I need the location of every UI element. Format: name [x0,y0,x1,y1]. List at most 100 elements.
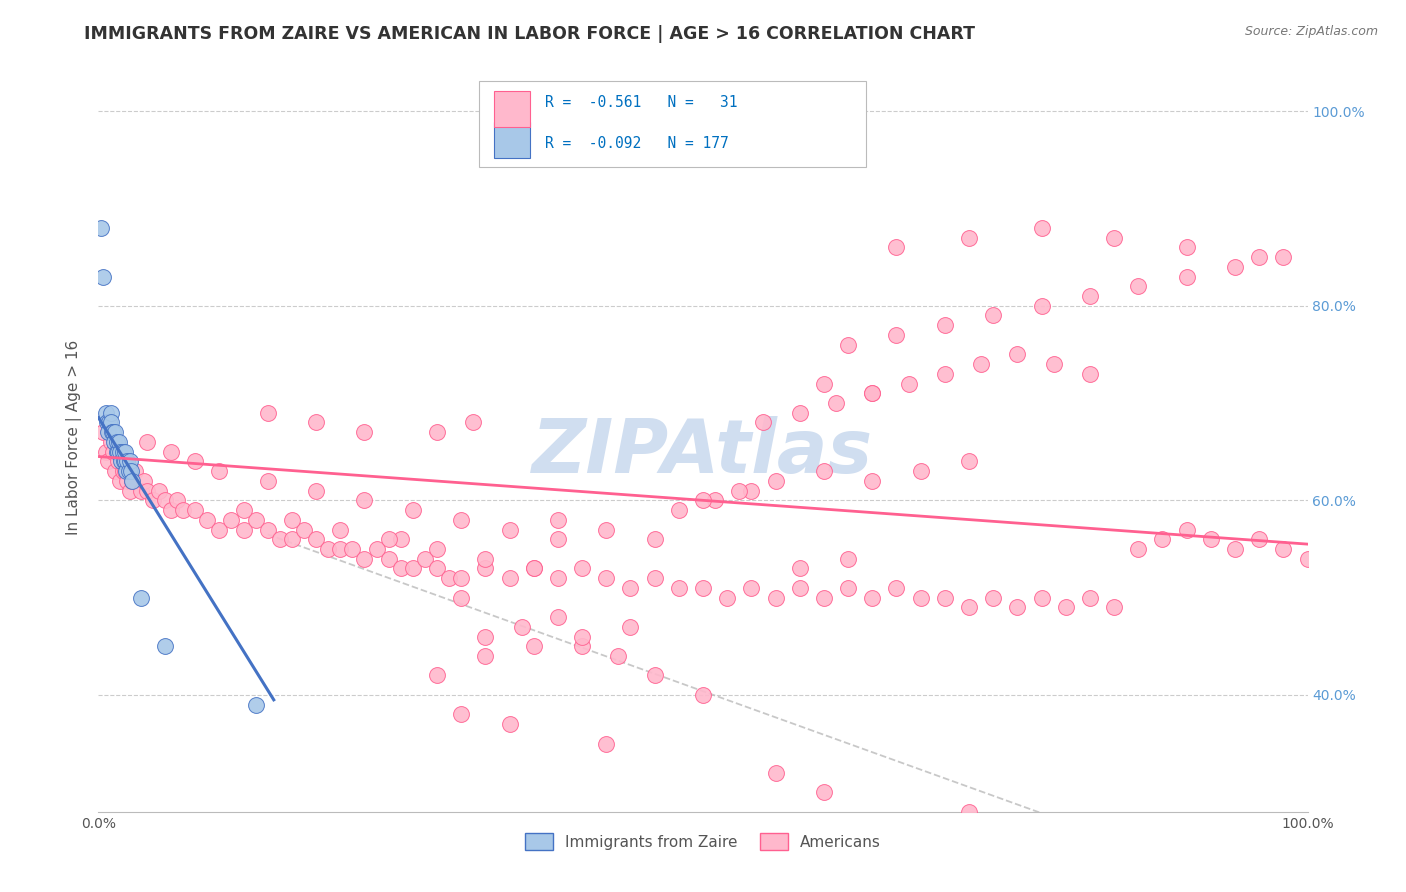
Point [353,551,375,566]
Point [134,474,156,488]
Point [860,474,883,488]
Point [91,269,114,284]
Point [121,474,143,488]
Point [860,591,883,605]
Point [957,454,980,468]
Point [104,464,127,478]
Point [118,454,141,468]
Point [595,737,617,751]
Point [860,386,883,401]
Point [837,337,859,351]
Point [377,533,399,547]
FancyBboxPatch shape [479,81,866,168]
Point [245,513,267,527]
Point [120,464,142,478]
Point [1042,357,1064,371]
Text: ZIPAtlas: ZIPAtlas [533,416,873,489]
Point [1007,347,1029,361]
Point [1152,533,1174,547]
Point [813,464,835,478]
Point [111,444,134,458]
Text: R =  -0.092   N = 177: R = -0.092 N = 177 [544,136,728,151]
Point [329,541,352,556]
Point [607,648,630,663]
Point [789,406,811,420]
Point [1054,600,1077,615]
Point [108,434,131,449]
Point [91,425,114,440]
Point [256,474,278,488]
Text: Source: ZipAtlas.com: Source: ZipAtlas.com [1244,25,1378,38]
Point [450,571,472,585]
Point [153,640,176,654]
Point [498,523,520,537]
Point [765,474,787,488]
Point [981,309,1004,323]
Point [837,551,859,566]
Point [94,444,117,458]
Point [957,230,980,244]
Point [107,454,129,468]
Point [402,561,425,575]
Point [101,444,124,458]
Point [121,474,143,488]
Point [474,648,496,663]
Point [366,541,388,556]
Point [104,425,127,440]
Point [316,541,339,556]
Y-axis label: In Labor Force | Age > 16: In Labor Force | Age > 16 [66,340,83,534]
Point [256,406,278,420]
Point [547,533,569,547]
Point [886,327,908,342]
Point [692,493,714,508]
Point [108,444,131,458]
Point [342,541,364,556]
Point [117,454,139,468]
Point [1031,591,1053,605]
Point [474,551,496,566]
Point [897,376,920,391]
Point [426,425,449,440]
Point [305,416,328,430]
Point [1031,220,1053,235]
Point [571,561,593,575]
Point [981,591,1004,605]
Point [1102,230,1125,244]
Point [103,434,125,449]
Point [1078,289,1101,303]
Point [740,483,762,498]
Point [765,765,787,780]
Point [377,551,399,566]
Point [692,688,714,702]
Point [115,464,138,478]
Point [740,581,762,595]
Point [232,503,254,517]
Point [886,240,908,254]
Point [135,434,157,449]
Point [114,464,136,478]
Point [160,503,183,517]
Point [110,454,132,468]
Point [595,571,617,585]
Point [112,454,135,468]
Point [934,367,956,381]
Point [166,493,188,508]
Point [221,513,243,527]
Point [668,581,690,595]
Point [90,220,112,235]
Point [934,318,956,333]
Point [402,503,425,517]
Point [523,561,546,575]
Text: R =  -0.561   N =   31: R = -0.561 N = 31 [544,95,737,110]
Point [135,483,157,498]
Point [1199,533,1222,547]
Point [100,434,122,449]
Point [118,464,141,478]
Point [172,503,194,517]
Point [1031,299,1053,313]
Point [789,581,811,595]
Point [101,425,124,440]
Point [160,444,183,458]
Point [437,571,460,585]
Point [1272,250,1295,264]
